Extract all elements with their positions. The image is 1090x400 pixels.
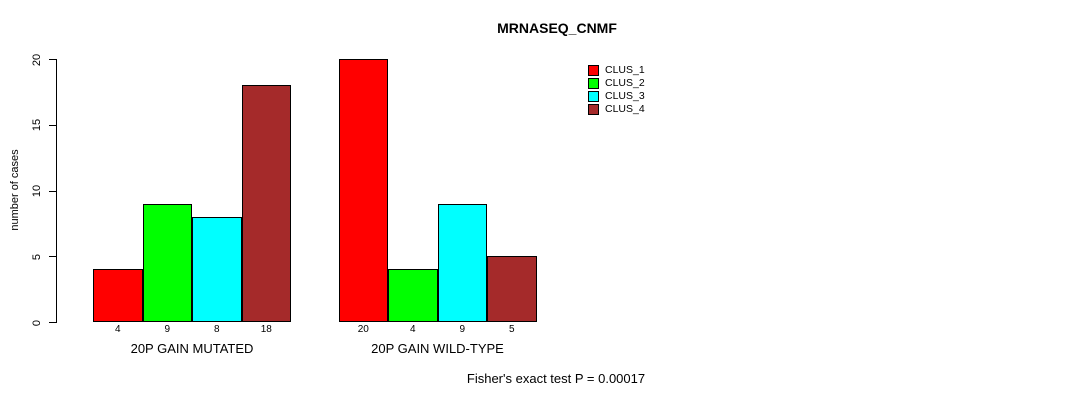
y-axis-title: number of cases xyxy=(9,149,21,231)
bar-value-label: 9 xyxy=(459,324,466,335)
chart-title: MRNASEQ_CNMF xyxy=(497,20,617,36)
bar-clus_3-group2 xyxy=(437,203,487,322)
legend: CLUS_1 CLUS_2 CLUS_3 CLUS_4 xyxy=(588,64,645,116)
bar-value-label: 20 xyxy=(357,324,369,335)
bar-clus_4-group1 xyxy=(241,85,291,322)
bar-clus_3-group1 xyxy=(192,216,242,322)
y-axis-tick-label: 0 xyxy=(31,319,43,326)
legend-swatch-clus_3 xyxy=(588,91,599,102)
y-axis-tick-label: 5 xyxy=(31,253,43,260)
y-axis-tick xyxy=(49,124,56,126)
bar-clus_1-group1 xyxy=(93,269,143,322)
legend-item-label: CLUS_4 xyxy=(605,103,645,115)
legend-item-label: CLUS_2 xyxy=(605,77,645,89)
bar-clus_2-group2 xyxy=(388,269,438,322)
bar-value-label: 5 xyxy=(508,324,515,335)
y-axis-tick-label: 20 xyxy=(31,53,43,66)
y-axis-line xyxy=(56,59,57,323)
legend-swatch-clus_1 xyxy=(588,65,599,76)
bar-value-label: 4 xyxy=(114,324,121,335)
legend-item-clus_1: CLUS_1 xyxy=(588,64,645,77)
category-label-group2: 20P GAIN WILD-TYPE xyxy=(371,341,504,356)
y-axis-tick-label: 10 xyxy=(31,184,43,198)
y-axis-tick xyxy=(49,256,56,258)
annotation-text: Fisher's exact test P = 0.00017 xyxy=(466,371,646,386)
bar-value-label: 8 xyxy=(213,324,220,335)
legend-item-clus_4: CLUS_4 xyxy=(588,103,645,116)
bar-clus_1-group2 xyxy=(338,59,388,322)
bar-value-label: 9 xyxy=(164,324,171,335)
legend-item-label: CLUS_3 xyxy=(605,90,645,102)
bar-clus_2-group1 xyxy=(142,203,192,322)
legend-item-label: CLUS_1 xyxy=(605,64,645,76)
y-axis-tick xyxy=(49,322,56,323)
category-label-group1: 20P GAIN MUTATED xyxy=(130,341,254,356)
legend-swatch-clus_4 xyxy=(588,104,599,115)
legend-swatch-clus_2 xyxy=(588,78,599,89)
y-axis-tick-label: 15 xyxy=(31,119,43,132)
bar-value-label: 4 xyxy=(409,324,416,335)
legend-item-clus_3: CLUS_3 xyxy=(588,90,645,103)
bar-value-label: 18 xyxy=(260,324,272,335)
y-axis-tick xyxy=(49,190,56,192)
legend-item-clus_2: CLUS_2 xyxy=(588,77,645,90)
bar-clus_4-group2 xyxy=(487,256,537,322)
y-axis-tick xyxy=(49,59,56,60)
